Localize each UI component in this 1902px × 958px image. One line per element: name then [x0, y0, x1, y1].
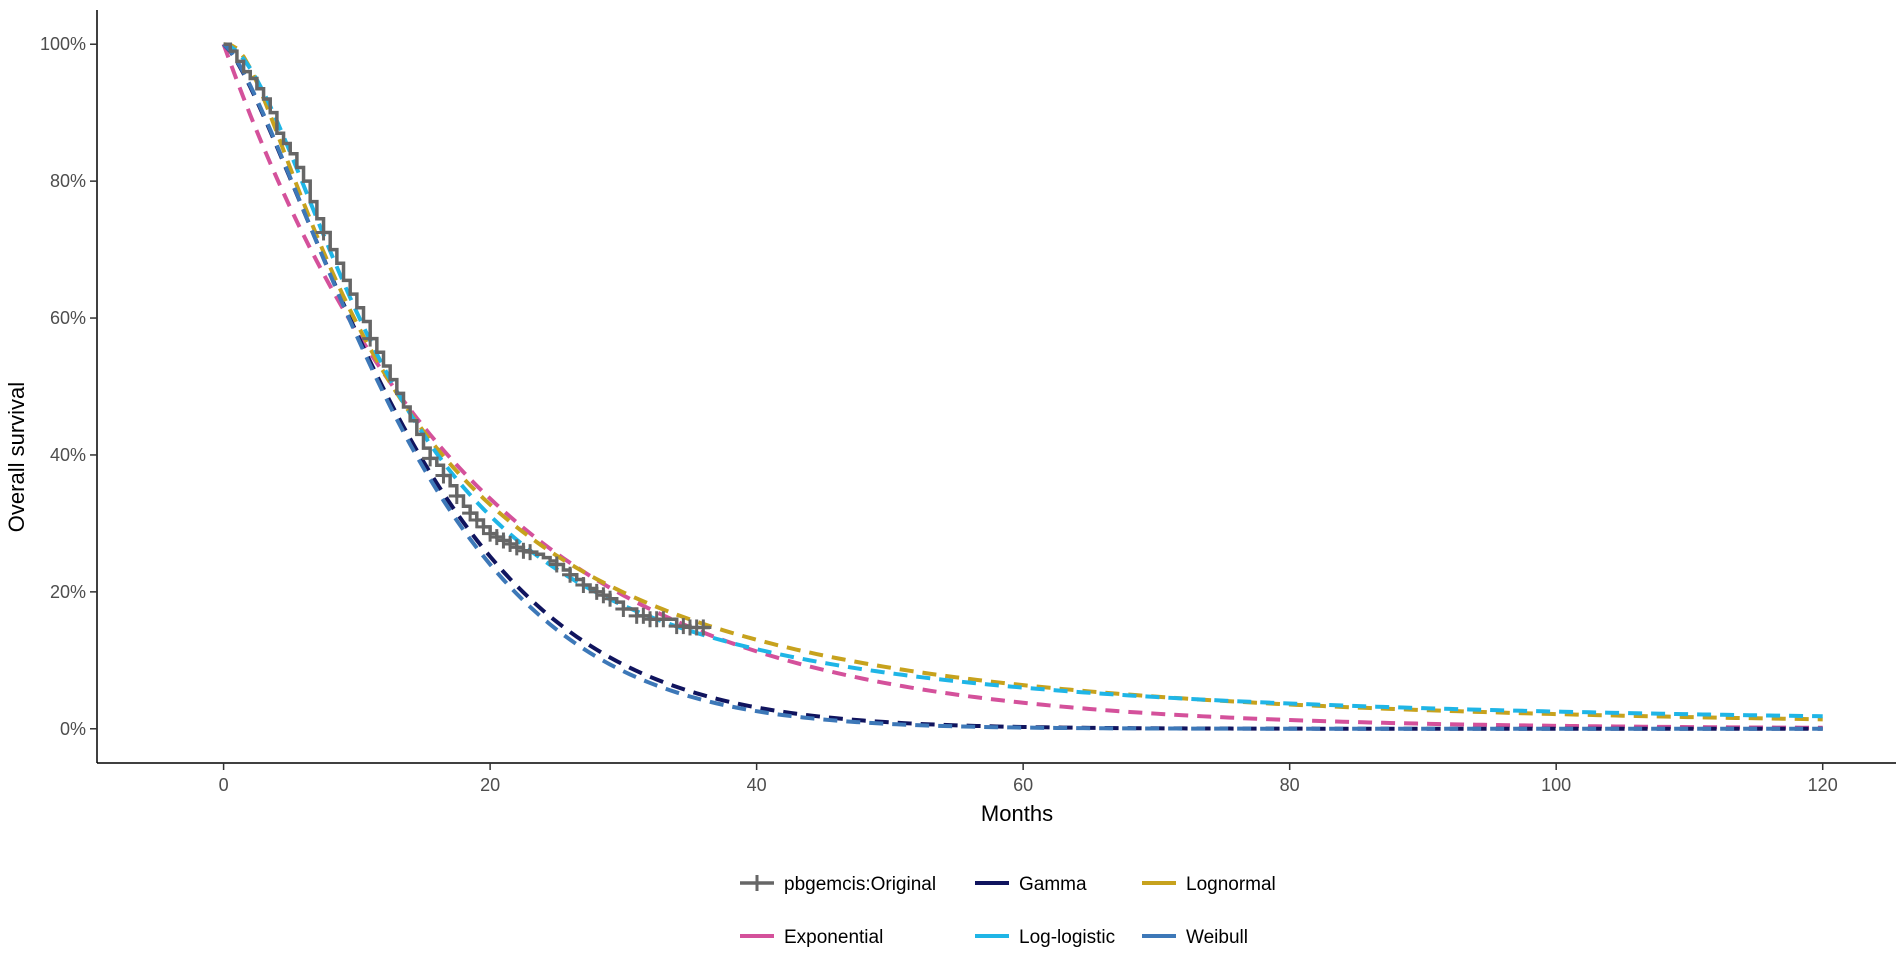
plot-area — [221, 42, 1823, 731]
legend-label-pbgemcis-original: pbgemcis:Original — [784, 874, 936, 895]
legend-label-gamma: Gamma — [1019, 874, 1087, 895]
legend-item-lognormal: Lognormal — [1142, 874, 1276, 895]
censor-mark — [448, 488, 465, 505]
y-tick-label: 20% — [50, 582, 86, 602]
x-tick-label: 80 — [1280, 775, 1300, 795]
km-step-line — [223, 42, 710, 630]
legend-item-weibull: Weibull — [1142, 927, 1248, 948]
censor-mark — [695, 619, 712, 636]
series-line-log-logistic — [222, 42, 1823, 719]
censor-mark — [522, 544, 539, 561]
legend-item-exponential: Exponential — [740, 927, 883, 948]
y-tick-label: 100% — [40, 34, 86, 54]
legend-label-lognormal: Lognormal — [1186, 874, 1276, 895]
x-tick-label: 40 — [747, 775, 767, 795]
series-line-lognormal — [223, 42, 1823, 722]
axes: 0 20 40 60 80 100 120 0% 20% 40% 60% 80% 100% — [40, 10, 1896, 795]
censor-mark — [315, 224, 332, 241]
y-tick-label: 0% — [60, 719, 86, 739]
legend-label-exponential: Exponential — [784, 927, 883, 948]
x-tick-label: 20 — [480, 775, 500, 795]
legend: pbgemcis:Original Gamma Lognormal Exponenti… — [740, 874, 1276, 948]
y-tick-label: 80% — [50, 171, 86, 191]
censor-mark — [602, 590, 619, 607]
legend-key-pbgemcis-original — [740, 875, 774, 891]
y-axis-title: Overall survival — [4, 382, 29, 532]
y-tick-label: 40% — [50, 445, 86, 465]
x-tick-label: 120 — [1808, 775, 1838, 795]
x-axis-title: Months — [981, 801, 1053, 826]
censor-mark — [548, 556, 565, 573]
x-tick-label: 60 — [1013, 775, 1033, 795]
censor-mark — [422, 450, 439, 467]
y-tick-label: 60% — [50, 308, 86, 328]
legend-label-weibull: Weibull — [1186, 927, 1248, 948]
x-tick-label: 0 — [219, 775, 229, 795]
censor-mark — [655, 611, 672, 628]
censor-mark — [575, 577, 592, 594]
legend-label-log-logistic: Log-logistic — [1019, 927, 1115, 948]
series-line-weibull — [222, 42, 1823, 731]
legend-item-gamma: Gamma — [975, 874, 1087, 895]
censor-mark — [435, 467, 452, 484]
series-line-gamma — [222, 42, 1823, 731]
legend-item-pbgemcis-original: pbgemcis:Original — [740, 874, 936, 895]
series-line-exponential — [221, 43, 1823, 730]
censor-mark — [615, 600, 632, 617]
censor-mark — [362, 330, 379, 347]
censor-mark — [562, 566, 579, 583]
legend-item-log-logistic: Log-logistic — [975, 927, 1115, 948]
x-tick-label: 100 — [1541, 775, 1571, 795]
